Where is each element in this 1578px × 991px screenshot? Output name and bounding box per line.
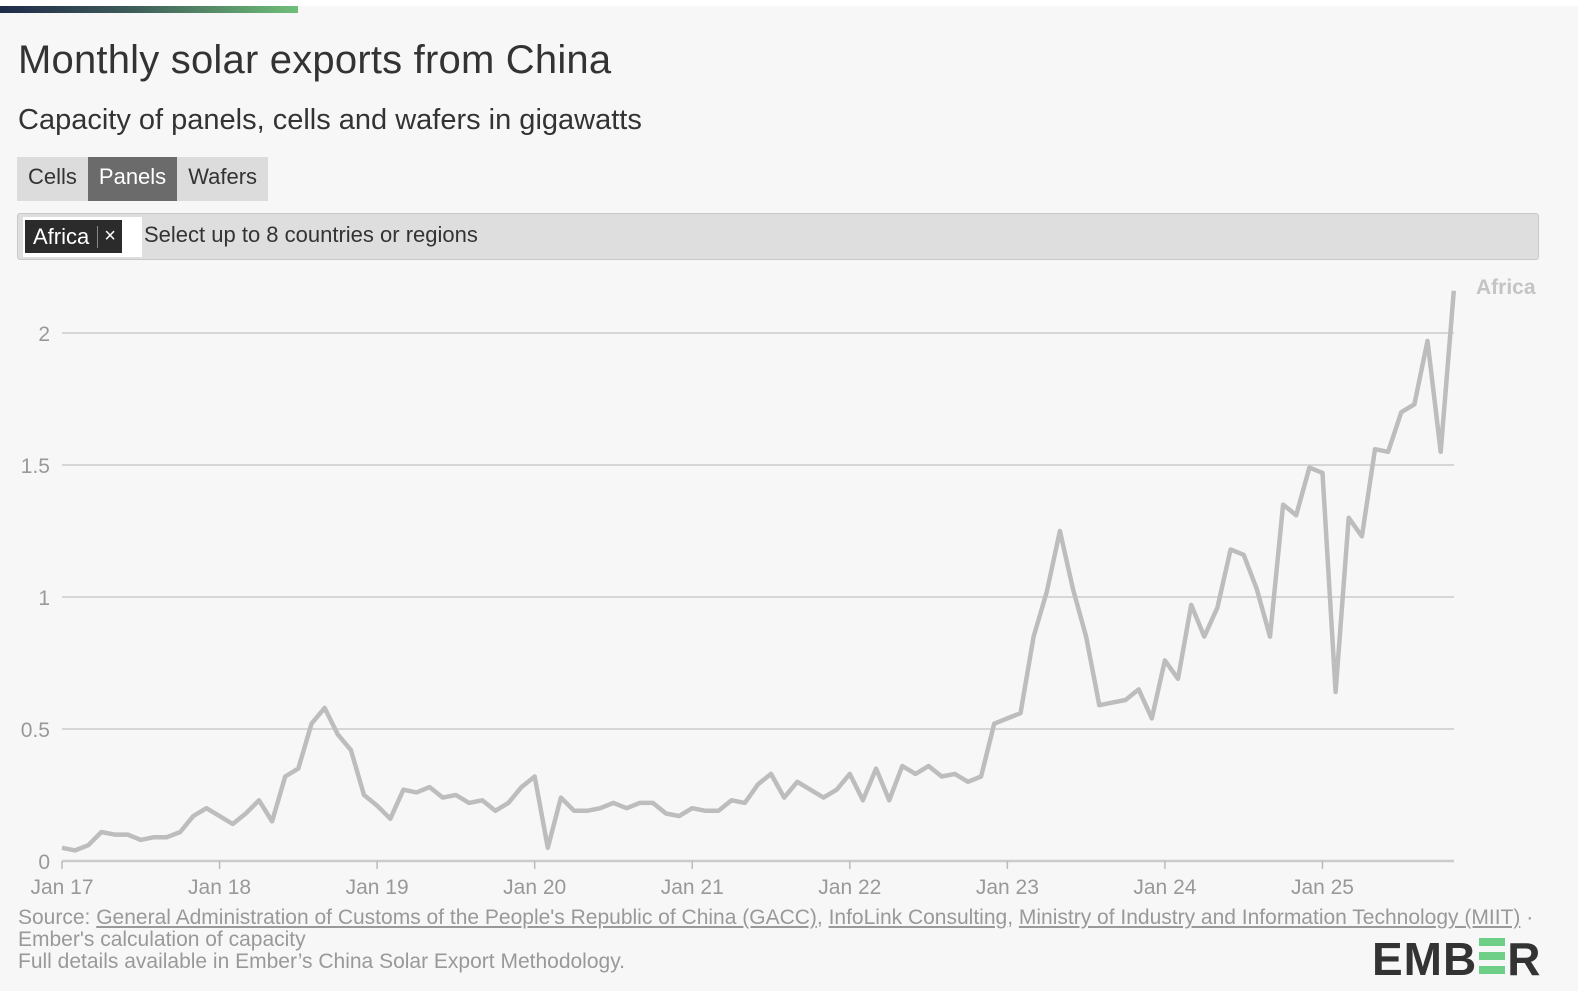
x-tick-label: Jan 23	[976, 876, 1039, 899]
x-tick-label: Jan 22	[818, 876, 881, 899]
chip-container: Africa ×	[23, 217, 142, 257]
ember-logo-green-e	[1479, 938, 1506, 974]
product-tabs: Cells Panels Wafers	[17, 157, 269, 201]
top-strip	[0, 0, 1578, 6]
line-chart: 0 0.5 1 1.5 2 Jan 17 Jan 18 Jan 19 Jan 20 Jan 21…	[21, 276, 1536, 899]
source-footer: Source: General Administration of Custom…	[18, 907, 1578, 973]
methodology-note: Full details available in Ember’s China …	[18, 950, 625, 973]
selected-region-chip: Africa ×	[25, 220, 122, 253]
y-tick-label: 1.5	[21, 455, 50, 478]
region-search-input[interactable]: Select up to 8 countries or regions	[144, 222, 478, 247]
tab-panels[interactable]: Panels	[87, 157, 178, 201]
chart-subtitle: Capacity of panels, cells and wafers in …	[18, 104, 642, 136]
source-prefix: Source:	[18, 906, 97, 929]
y-tick-label: 0.5	[21, 719, 50, 742]
x-tick-label: Jan 24	[1133, 876, 1196, 899]
x-tick-label: Jan 17	[30, 876, 93, 899]
y-tick-label: 2	[38, 323, 50, 346]
brand-gradient-bar	[0, 6, 298, 13]
region-selector[interactable]: Africa × Select up to 8 countries or reg…	[17, 213, 1539, 260]
x-tick-label: Jan 18	[188, 876, 251, 899]
source-link-miit[interactable]: Ministry of Industry and Information Tec…	[1018, 906, 1521, 929]
y-tick-label: 1	[38, 587, 50, 610]
source-link-infolink[interactable]: InfoLink Consulting	[828, 906, 1008, 929]
chip-label: Africa	[33, 223, 90, 249]
x-tick-label: Jan 20	[503, 876, 566, 899]
chart-title: Monthly solar exports from China	[18, 38, 612, 82]
source-suffix: · Ember's calculation of capacity	[18, 906, 1534, 951]
close-icon[interactable]: ×	[104, 225, 116, 247]
tab-wafers[interactable]: Wafers	[188, 164, 258, 189]
series-label-africa: Africa	[1476, 276, 1536, 299]
africa-series-line[interactable]	[61, 290, 1457, 853]
source-link-gacc[interactable]: General Administration of Customs of the…	[96, 906, 817, 929]
tab-cells[interactable]: Cells	[28, 164, 77, 189]
x-tick-label: Jan 21	[661, 876, 724, 899]
ember-logo: EMB R	[1372, 933, 1542, 985]
y-tick-label: 0	[38, 851, 50, 874]
y-axis: 0 0.5 1 1.5 2	[21, 323, 50, 874]
x-axis: Jan 17 Jan 18 Jan 19 Jan 20 Jan 21 Jan 22 Jan …	[30, 861, 1354, 899]
chip-divider	[97, 225, 99, 248]
x-tick-label: Jan 19	[346, 876, 409, 899]
x-tick-label: Jan 25	[1291, 876, 1354, 899]
gridlines	[62, 332, 1454, 863]
